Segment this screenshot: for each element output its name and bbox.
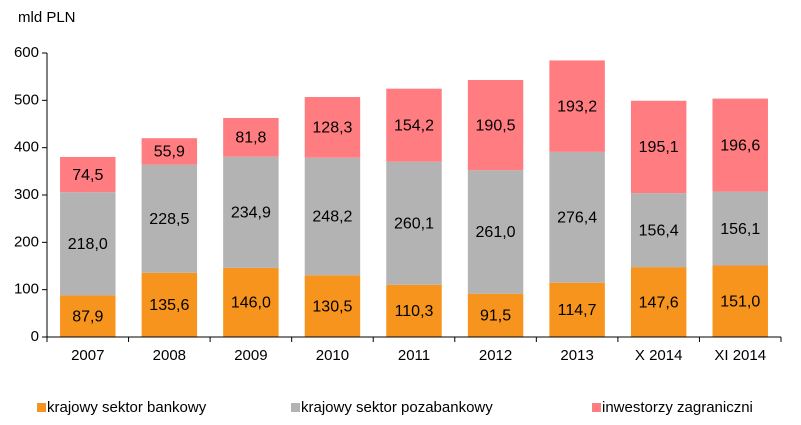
bar-segment bbox=[304, 275, 361, 337]
legend-swatch bbox=[37, 403, 46, 412]
data-label: 218,0 bbox=[68, 236, 108, 253]
x-tick-label: 2009 bbox=[234, 347, 267, 364]
bar-segment bbox=[304, 157, 361, 276]
data-label: 91,5 bbox=[480, 308, 511, 325]
bar-segment bbox=[386, 88, 442, 162]
x-tick-label: X 2014 bbox=[635, 347, 683, 364]
data-label: 156,1 bbox=[720, 221, 760, 238]
data-label: 81,8 bbox=[235, 130, 266, 147]
y-tick-label: 200 bbox=[14, 233, 39, 250]
bar-segment bbox=[223, 156, 279, 268]
data-label: 228,5 bbox=[149, 211, 189, 228]
bar-segment bbox=[60, 295, 116, 337]
y-tick-label: 100 bbox=[14, 281, 39, 298]
bar-segment bbox=[467, 293, 524, 337]
x-tick-label: 2013 bbox=[560, 347, 593, 364]
data-label: 261,0 bbox=[476, 224, 516, 241]
bar-segment bbox=[630, 193, 687, 268]
bar-segment bbox=[549, 282, 605, 337]
bar-segment bbox=[712, 265, 768, 337]
x-tick-label: XI 2014 bbox=[714, 347, 766, 364]
y-axis-label: mld PLN bbox=[18, 9, 76, 26]
legend-label: inwestorzy zagraniczni bbox=[602, 399, 753, 416]
data-label: 234,9 bbox=[231, 205, 271, 222]
x-tick-label: 2008 bbox=[153, 347, 186, 364]
bar-segment bbox=[141, 272, 198, 337]
y-tick-label: 400 bbox=[14, 139, 39, 156]
bar-segment bbox=[304, 97, 361, 158]
data-label: 151,0 bbox=[720, 293, 760, 310]
bar-segment bbox=[60, 192, 116, 296]
legend-label: krajowy sektor bankowy bbox=[47, 399, 207, 416]
bar-segment bbox=[141, 138, 198, 165]
bar-segment bbox=[223, 267, 279, 337]
bar-segment bbox=[386, 161, 442, 285]
y-tick-label: 600 bbox=[14, 44, 39, 61]
data-label: 260,1 bbox=[394, 215, 434, 232]
data-label: 128,3 bbox=[312, 120, 352, 137]
legend-swatch bbox=[291, 403, 300, 412]
bar-segment bbox=[712, 191, 768, 266]
data-label: 196,6 bbox=[720, 137, 760, 154]
bar-segment bbox=[386, 284, 442, 337]
x-tick-label: 2007 bbox=[71, 347, 104, 364]
y-tick-label: 300 bbox=[14, 186, 39, 203]
bar-segment bbox=[630, 100, 687, 194]
data-label: 195,1 bbox=[639, 139, 679, 156]
x-tick-label: 2010 bbox=[316, 347, 349, 364]
data-label: 147,6 bbox=[639, 294, 679, 311]
bar-segment bbox=[549, 60, 605, 152]
legend-swatch bbox=[592, 403, 601, 412]
legend-label: krajowy sektor pozabankowy bbox=[301, 399, 493, 416]
bar-segment bbox=[712, 98, 768, 192]
y-tick-label: 500 bbox=[14, 91, 39, 108]
data-label: 276,4 bbox=[557, 210, 597, 227]
data-label: 114,7 bbox=[558, 302, 597, 319]
x-tick-label: 2011 bbox=[398, 347, 430, 364]
bar-segment bbox=[141, 164, 198, 273]
bar-segment bbox=[60, 156, 116, 193]
data-label: 146,0 bbox=[231, 295, 271, 312]
data-label: 156,4 bbox=[639, 222, 679, 239]
data-label: 87,9 bbox=[72, 308, 103, 325]
bar-segment bbox=[223, 117, 279, 157]
bar-segment bbox=[630, 267, 687, 337]
data-label: 110,3 bbox=[395, 303, 434, 320]
data-label: 154,2 bbox=[394, 117, 434, 134]
data-label: 248,2 bbox=[312, 209, 352, 226]
data-label: 130,5 bbox=[312, 298, 352, 315]
y-tick-label: 0 bbox=[31, 328, 39, 345]
bar-segment bbox=[467, 79, 524, 171]
bar-segment bbox=[549, 151, 605, 283]
x-tick-label: 2012 bbox=[479, 347, 512, 364]
data-label: 193,2 bbox=[557, 98, 597, 115]
data-label: 55,9 bbox=[154, 144, 185, 161]
data-label: 190,5 bbox=[476, 117, 516, 134]
data-label: 135,6 bbox=[149, 297, 189, 314]
bar-segment bbox=[467, 170, 524, 294]
data-label: 74,5 bbox=[72, 167, 103, 184]
